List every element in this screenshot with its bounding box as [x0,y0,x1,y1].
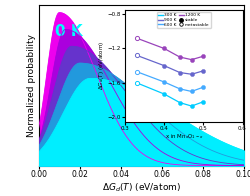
Legend: 300 K, 900 K, 600 K, 1200 K, stable, metastable: 300 K, 900 K, 600 K, 1200 K, stable, met… [157,12,211,28]
X-axis label: x in Mn$_x$O$_{1-x}$: x in Mn$_x$O$_{1-x}$ [164,132,203,141]
Y-axis label: $\Delta G_d(T)$ (eV/atom): $\Delta G_d(T)$ (eV/atom) [97,41,106,90]
Text: 0 K: 0 K [55,24,83,39]
X-axis label: $\Delta G_d(T)$ (eV/atom): $\Delta G_d(T)$ (eV/atom) [102,181,181,194]
Y-axis label: Normalized probability: Normalized probability [27,34,36,137]
